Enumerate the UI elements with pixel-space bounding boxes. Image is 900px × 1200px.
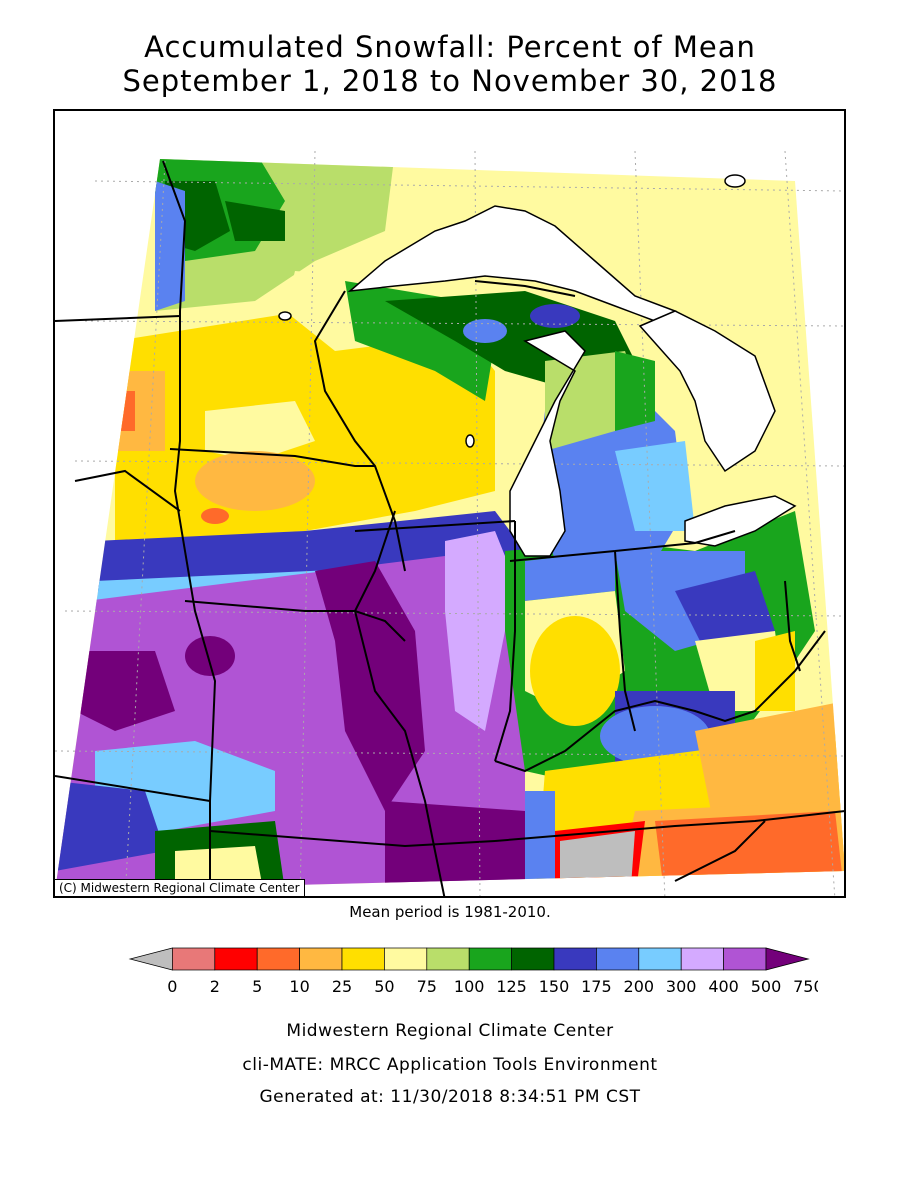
legend-swatch <box>256 947 300 971</box>
legend-swatch <box>638 947 682 971</box>
state-borders <box>55 160 844 896</box>
copyright-credit: (C) Midwestern Regional Climate Center <box>55 879 305 896</box>
legend-swatch <box>128 947 173 971</box>
legend-tick-label: 175 <box>581 977 612 996</box>
map-date-range: September 1, 2018 to November 30, 2018 <box>122 64 778 98</box>
legend-tick-label: 750 <box>793 977 818 996</box>
legend-swatch <box>765 947 810 971</box>
legend-swatch <box>553 947 597 971</box>
legend-swatches <box>128 947 810 971</box>
legend-tick-label: 500 <box>751 977 782 996</box>
map-title: Accumulated Snowfall: Percent of Mean <box>144 30 756 64</box>
footer-generated: Generated at: 11/30/2018 8:34:51 PM CST <box>259 1087 641 1107</box>
legend-swatch <box>172 947 216 971</box>
legend-swatch <box>680 947 724 971</box>
legend-tick-label: 0 <box>167 977 177 996</box>
legend-tick-label: 75 <box>417 977 437 996</box>
legend-tick-label: 2 <box>210 977 220 996</box>
legend-tick-label: 200 <box>624 977 655 996</box>
legend-swatch <box>214 947 258 971</box>
legend-swatch <box>384 947 428 971</box>
legend-tick-label: 300 <box>666 977 697 996</box>
legend-swatch <box>596 947 640 971</box>
legend-tick-label: 125 <box>496 977 527 996</box>
legend-tick-label: 5 <box>252 977 262 996</box>
legend-tick-labels: 02510255075100125150175200300400500750 <box>167 977 818 996</box>
great-lakes <box>278 174 797 557</box>
legend-swatch <box>299 947 343 971</box>
legend-swatch <box>468 947 512 971</box>
legend-tick-label: 25 <box>332 977 352 996</box>
mean-period-note: Mean period is 1981-2010. <box>349 903 551 921</box>
graticule <box>55 150 844 896</box>
footer-tool: cli-MATE: MRCC Application Tools Environ… <box>242 1055 658 1075</box>
legend-tick-label: 400 <box>708 977 739 996</box>
color-legend: 02510255075100125150175200300400500750 <box>128 947 818 996</box>
snowfall-map: (C) Midwestern Regional Climate Center <box>53 109 846 898</box>
legend-swatch <box>511 947 555 971</box>
map-canvas <box>55 150 844 896</box>
legend-swatch <box>426 947 470 971</box>
legend-tick-label: 50 <box>374 977 394 996</box>
legend-tick-label: 150 <box>539 977 570 996</box>
footer-org: Midwestern Regional Climate Center <box>286 1021 614 1041</box>
legend-swatch <box>341 947 385 971</box>
legend-tick-label: 10 <box>289 977 309 996</box>
legend-swatch <box>723 947 767 971</box>
legend-tick-label: 100 <box>454 977 485 996</box>
